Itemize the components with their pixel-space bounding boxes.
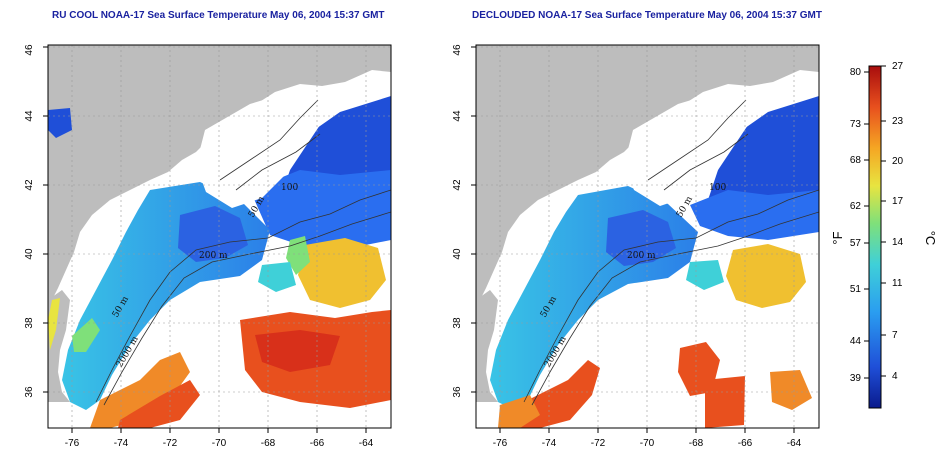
lon-tick-label: -68 [689,438,704,449]
warm-eddy [298,238,386,308]
celsius-tick-label: 20 [892,156,904,167]
lat-tick-label: 38 [452,317,463,329]
fahrenheit-unit-label: °F [830,231,845,244]
contour-label-100-left: 100 [281,183,298,193]
fahrenheit-tick-label: 51 [850,284,862,295]
temperature-colorbar: 80 73 68 62 57 51 44 39 27 23 20 17 14 1… [830,61,938,409]
fahrenheit-tick-label: 73 [850,119,862,130]
lon-tick-label: -72 [591,438,606,449]
fahrenheit-tick-label: 80 [850,67,862,78]
left-gridlines [48,45,391,428]
lon-tick-label: -66 [738,438,753,449]
fahrenheit-tick-label: 68 [850,155,862,166]
lat-tick-label: 36 [24,386,35,398]
celsius-unit-label: °C [923,231,938,246]
contour-label-200m-right: 200 m [627,251,656,261]
right-lat-tick-labels: 36 38 40 42 44 46 [452,44,463,398]
bathymetry-contours [95,99,391,406]
colorbar-gradient [868,65,882,409]
lon-tick-label: -64 [787,438,802,449]
celsius-tick-label: 14 [892,237,904,248]
lon-tick-label: -70 [212,438,227,449]
contour-label-200m-left: 200 m [199,251,228,261]
lon-tick-label: -72 [163,438,178,449]
left-axis-ticks [43,46,367,433]
fahrenheit-tick-label: 57 [850,238,862,249]
left-lat-tick-labels: 36 38 40 42 44 46 [24,44,35,398]
lon-tick-label: -74 [114,438,129,449]
lat-tick-label: 44 [452,110,463,122]
left-panel-title: RU COOL NOAA-17 Sea Surface Temperature … [52,10,385,21]
lat-tick-label: 46 [24,44,35,56]
cold-water-region [708,96,819,222]
land-mass [476,45,819,305]
celsius-tick-label: 4 [892,371,898,382]
lon-tick-label: -70 [640,438,655,449]
lat-tick-label: 42 [452,179,463,191]
lon-tick-label: -76 [493,438,508,449]
lon-tick-label: -74 [542,438,557,449]
lat-tick-label: 42 [24,179,35,191]
lat-tick-label: 40 [452,248,463,260]
right-gridlines [476,45,819,428]
fahrenheit-tick-label: 39 [850,373,862,384]
right-sst-map: 100 50 m 200 m 50 m 2000 m [476,45,819,428]
lat-tick-label: 40 [24,248,35,260]
lon-tick-label: -66 [310,438,325,449]
celsius-tick-label: 7 [892,330,898,341]
fahrenheit-tick-label: 44 [850,336,862,347]
lon-tick-label: -76 [65,438,80,449]
left-sst-map: 100 50 m 200 m 50 m 2000 m [48,45,391,428]
right-panel-title: DECLOUDED NOAA-17 Sea Surface Temperatur… [472,10,822,21]
bathymetry-contours [523,99,819,406]
right-lon-tick-labels: -76 -74 -72 -70 -68 -66 -64 [493,438,802,449]
celsius-tick-label: 23 [892,116,904,127]
land-mass [48,45,391,305]
celsius-tick-label: 27 [892,61,904,72]
celsius-tick-label: 17 [892,196,904,207]
left-lon-tick-labels: -76 -74 -72 -70 -68 -66 -64 [65,438,374,449]
lon-tick-label: -64 [359,438,374,449]
lat-tick-label: 38 [24,317,35,329]
fahrenheit-tick-label: 62 [850,201,862,212]
lat-tick-label: 44 [24,110,35,122]
right-axis-ticks [471,46,795,433]
lon-tick-label: -68 [261,438,276,449]
warm-eddy [726,244,806,308]
celsius-tick-label: 11 [892,278,903,289]
contour-label-100-right: 100 [709,183,726,193]
lat-tick-label: 46 [452,44,463,56]
lat-tick-label: 36 [452,386,463,398]
